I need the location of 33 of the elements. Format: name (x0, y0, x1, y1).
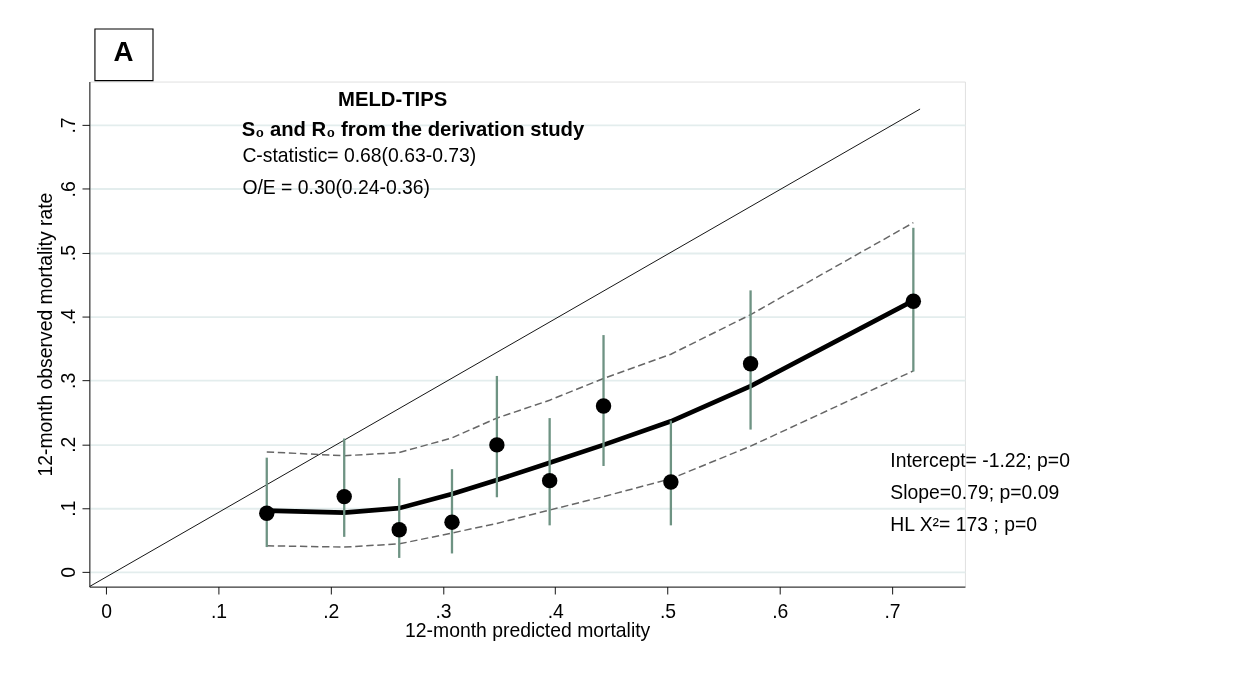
x-tick-label: .5 (659, 599, 677, 622)
x-tick-label: .1 (210, 599, 228, 622)
annotation: Slope=0.79; p=0.09 (890, 481, 1060, 504)
y-axis-title: 12-month observed mortality rate (34, 192, 57, 477)
y-tick-label: .5 (57, 245, 80, 262)
y-tick-label: 0 (57, 567, 80, 578)
x-tick-label: .7 (884, 599, 901, 622)
text: S₀ and R₀ from the derivation study (241, 117, 585, 140)
x-tick-label: .2 (323, 599, 340, 622)
x-tick-label: 0 (101, 599, 113, 622)
y-tick-label: .7 (57, 117, 80, 134)
annotation: C-statistic= 0.68(0.63-0.73) (242, 143, 477, 166)
point (742, 356, 759, 372)
annotation: Intercept= -1.22; p=0 (890, 448, 1070, 471)
point (489, 437, 505, 453)
point (444, 514, 460, 530)
x-tick-label: .6 (772, 599, 789, 622)
point (336, 488, 352, 505)
point (663, 474, 679, 490)
y-tick-label: .4 (57, 308, 80, 326)
annotation: HL X²= 173 ; p=0 (890, 513, 1037, 536)
y-tick-label: .1 (57, 500, 80, 517)
point (905, 293, 922, 309)
chart-title: MELD-TIPS (338, 88, 448, 111)
point (595, 398, 612, 414)
point (541, 472, 558, 489)
annotation: O/E = 0.30(0.24-0.36) (242, 176, 431, 199)
y-tick-label: .2 (57, 436, 80, 453)
point (391, 522, 407, 538)
text: A (113, 36, 134, 68)
y-tick-label: .3 (57, 372, 80, 389)
y-tick-label: .6 (57, 181, 80, 198)
point (259, 505, 275, 521)
